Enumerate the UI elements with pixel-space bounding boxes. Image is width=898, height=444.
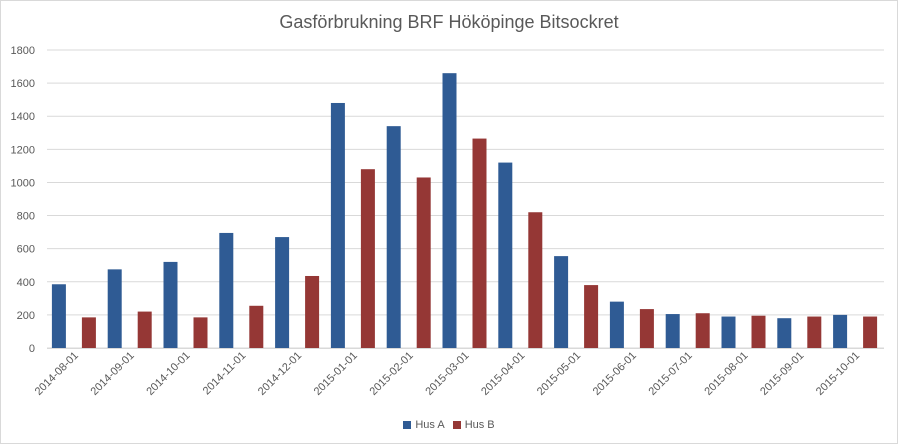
bar-hus-a bbox=[498, 162, 513, 348]
bar-hus-b bbox=[807, 316, 822, 348]
bar-hus-a bbox=[554, 256, 569, 348]
bar-hus-a bbox=[721, 316, 736, 348]
bar-hus-a bbox=[386, 126, 401, 349]
y-tick-label: 1200 bbox=[11, 144, 35, 156]
legend-swatch bbox=[452, 421, 461, 429]
y-tick-label: 1800 bbox=[11, 45, 35, 57]
bar-hus-a bbox=[777, 318, 792, 348]
bar-hus-b bbox=[751, 315, 766, 348]
bar-hus-a bbox=[665, 314, 680, 348]
legend-item: Hus A bbox=[403, 419, 445, 431]
y-tick-label: 0 bbox=[29, 343, 35, 355]
bar-hus-b bbox=[193, 317, 208, 348]
y-tick-label: 1400 bbox=[11, 111, 35, 123]
bar-hus-b bbox=[863, 316, 878, 348]
x-tick-label: 2015-08-01 bbox=[702, 350, 750, 398]
x-tick-label: 2015-04-01 bbox=[479, 350, 527, 398]
x-tick-label: 2015-02-01 bbox=[368, 350, 416, 398]
bar-hus-a bbox=[219, 232, 234, 348]
chart-legend: Hus A Hus B bbox=[1, 419, 897, 432]
chart-title: Gasförbrukning BRF Hököpinge Bitsockret bbox=[279, 12, 619, 32]
x-tick-label: 2014-09-01 bbox=[89, 350, 137, 398]
x-tick-label: 2015-01-01 bbox=[312, 350, 360, 398]
y-tick-label: 1600 bbox=[11, 78, 35, 90]
bar-hus-b bbox=[360, 169, 375, 348]
y-tick-label: 1000 bbox=[11, 177, 35, 189]
x-tick-label: 2015-07-01 bbox=[647, 350, 695, 398]
bar-hus-b bbox=[137, 311, 152, 348]
x-tick-label: 2014-08-01 bbox=[33, 350, 81, 398]
bar-hus-a bbox=[107, 269, 122, 348]
bar-hus-b bbox=[584, 285, 599, 348]
x-tick-label: 2015-09-01 bbox=[758, 350, 806, 398]
bar-hus-a bbox=[330, 102, 345, 348]
x-tick-label: 2015-10-01 bbox=[814, 350, 862, 398]
bar-hus-a bbox=[442, 73, 457, 348]
x-tick-label: 2014-11-01 bbox=[201, 350, 249, 398]
bar-hus-b bbox=[416, 177, 431, 348]
x-tick-label: 2014-10-01 bbox=[144, 350, 192, 398]
bar-hus-b bbox=[639, 309, 654, 348]
legend-label: Hus B bbox=[464, 419, 495, 431]
y-tick-label: 600 bbox=[17, 244, 35, 256]
y-tick-label: 400 bbox=[17, 277, 35, 289]
bar-hus-b bbox=[695, 313, 710, 348]
x-tick-label: 2014-12-01 bbox=[256, 350, 304, 398]
x-tick-label: 2015-05-01 bbox=[535, 350, 583, 398]
x-tick-label: 2015-03-01 bbox=[423, 350, 471, 398]
legend-item: Hus B bbox=[452, 419, 495, 431]
legend-swatch bbox=[403, 421, 412, 429]
legend-label: Hus A bbox=[415, 419, 445, 431]
bar-hus-a bbox=[275, 237, 290, 348]
bar-hus-b bbox=[305, 275, 320, 348]
bar-hus-b bbox=[528, 212, 543, 348]
bar-hus-b bbox=[81, 317, 96, 348]
bar-hus-a bbox=[51, 284, 66, 348]
bar-hus-a bbox=[163, 261, 178, 348]
x-tick-label: 2015-06-01 bbox=[591, 350, 639, 398]
bar-hus-b bbox=[249, 305, 264, 348]
bar-hus-b bbox=[472, 138, 487, 348]
bar-hus-a bbox=[833, 314, 848, 348]
y-tick-label: 800 bbox=[17, 211, 35, 223]
y-tick-label: 200 bbox=[17, 310, 35, 322]
bar-hus-a bbox=[609, 301, 624, 348]
